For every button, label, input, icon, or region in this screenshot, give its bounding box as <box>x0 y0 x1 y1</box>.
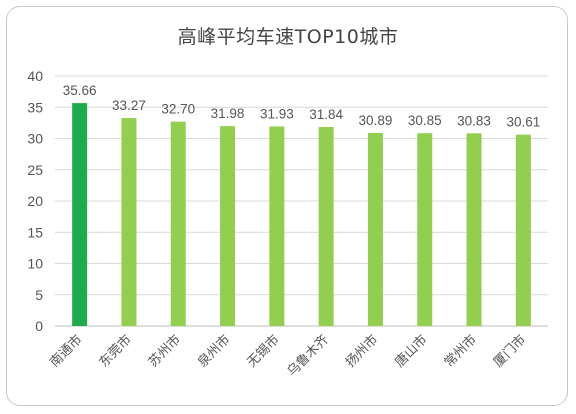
bar <box>515 134 531 326</box>
data-label: 33.27 <box>112 98 146 113</box>
bar <box>121 118 137 326</box>
y-tick-label: 35 <box>27 99 43 115</box>
data-label: 32.70 <box>161 102 195 117</box>
data-label: 31.93 <box>260 106 294 121</box>
bar <box>466 133 482 326</box>
category-label: 东莞市 <box>96 332 135 371</box>
category-label: 唐山市 <box>392 332 431 371</box>
bar <box>417 133 433 326</box>
y-tick-label: 20 <box>27 193 43 209</box>
bar <box>367 132 383 326</box>
y-tick-label: 30 <box>27 131 43 147</box>
category-label: 无锡市 <box>244 332 283 371</box>
category-label: 常州市 <box>441 332 480 371</box>
y-tick-label: 15 <box>27 224 43 240</box>
data-label: 31.84 <box>309 107 343 122</box>
bar <box>220 126 236 326</box>
bar <box>72 103 88 326</box>
data-label: 31.98 <box>211 106 245 121</box>
y-tick-label: 25 <box>27 162 43 178</box>
y-tick-label: 0 <box>35 318 43 334</box>
category-label: 扬州市 <box>342 332 381 371</box>
y-tick-label: 40 <box>27 68 43 84</box>
bar <box>170 121 186 326</box>
data-label: 30.85 <box>408 113 442 128</box>
data-label: 30.61 <box>506 115 540 130</box>
category-label: 泉州市 <box>194 332 233 371</box>
data-label: 30.83 <box>457 113 491 128</box>
chart-title: 高峰平均车速TOP10城市 <box>177 26 399 48</box>
bar <box>269 126 285 326</box>
category-label: 南通市 <box>47 332 86 371</box>
data-label: 35.66 <box>63 83 97 98</box>
y-tick-label: 5 <box>35 287 43 303</box>
y-tick-label: 10 <box>27 256 43 272</box>
data-label: 30.89 <box>359 113 393 128</box>
category-label: 乌鲁木齐 <box>284 332 332 380</box>
category-label: 苏州市 <box>145 332 184 371</box>
bar <box>318 127 334 326</box>
category-label: 厦门市 <box>490 332 529 371</box>
